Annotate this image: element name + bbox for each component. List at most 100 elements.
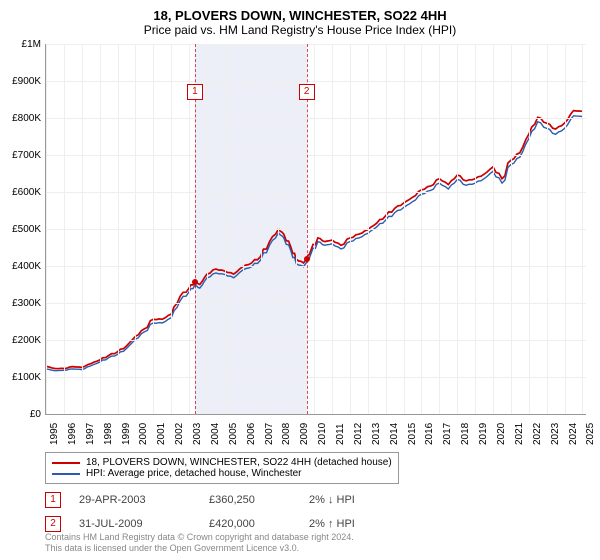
y-axis-label: £300K [1, 298, 41, 309]
gridline-v [368, 44, 369, 414]
gridline-v [171, 44, 172, 414]
chart-subtitle: Price paid vs. HM Land Registry's House … [0, 23, 600, 43]
gridline-h [46, 44, 586, 45]
x-axis-label: 2024 [568, 423, 579, 445]
gridline-v [135, 44, 136, 414]
marker-dot [304, 256, 310, 262]
legend-area: 18, PLOVERS DOWN, WINCHESTER, SO22 4HH (… [45, 452, 585, 532]
x-axis-label: 2015 [407, 423, 418, 445]
legend-swatch [52, 462, 80, 464]
x-axis-label: 2000 [138, 423, 149, 445]
x-axis-label: 2018 [460, 423, 471, 445]
y-axis-label: £400K [1, 261, 41, 272]
sale-price: £420,000 [209, 518, 309, 530]
gridline-h [46, 81, 586, 82]
x-axis-label: 2007 [264, 423, 275, 445]
gridline-h [46, 229, 586, 230]
gridline-v [404, 44, 405, 414]
y-axis-label: £700K [1, 150, 41, 161]
gridline-v [278, 44, 279, 414]
legend-label: 18, PLOVERS DOWN, WINCHESTER, SO22 4HH (… [86, 457, 392, 468]
sale-hpi: 2% ↑ HPI [309, 518, 409, 530]
x-axis-label: 2009 [299, 423, 310, 445]
y-axis-label: £100K [1, 372, 41, 383]
gridline-v [153, 44, 154, 414]
legend-item: HPI: Average price, detached house, Winc… [52, 468, 392, 479]
gridline-v [565, 44, 566, 414]
x-axis-label: 2008 [281, 423, 292, 445]
chart-title: 18, PLOVERS DOWN, WINCHESTER, SO22 4HH [0, 0, 600, 23]
marker-box: 2 [299, 84, 315, 100]
sale-date: 29-APR-2003 [79, 494, 209, 506]
gridline-v [493, 44, 494, 414]
x-axis-label: 2010 [317, 423, 328, 445]
gridline-v [225, 44, 226, 414]
sale-marker-box: 2 [45, 516, 61, 532]
legend-swatch [52, 473, 80, 475]
gridline-v [100, 44, 101, 414]
y-axis-label: £500K [1, 224, 41, 235]
x-axis-label: 2013 [371, 423, 382, 445]
gridline-v [64, 44, 65, 414]
x-axis-label: 2012 [353, 423, 364, 445]
x-axis-label: 2014 [389, 423, 400, 445]
x-axis-label: 2006 [246, 423, 257, 445]
sale-marker-box: 1 [45, 492, 61, 508]
x-axis-label: 2021 [514, 423, 525, 445]
gridline-v [261, 44, 262, 414]
gridline-h [46, 155, 586, 156]
x-axis-label: 2001 [156, 423, 167, 445]
gridline-v [475, 44, 476, 414]
sale-date: 31-JUL-2009 [79, 518, 209, 530]
gridline-v [421, 44, 422, 414]
x-axis-label: 1997 [85, 423, 96, 445]
gridline-h [46, 303, 586, 304]
x-axis-label: 1998 [103, 423, 114, 445]
gridline-h [46, 118, 586, 119]
gridline-h [46, 266, 586, 267]
gridline-v [386, 44, 387, 414]
gridline-v [582, 44, 583, 414]
y-axis-label: £1M [1, 39, 41, 50]
gridline-v [439, 44, 440, 414]
gridline-v [350, 44, 351, 414]
x-axis-label: 2017 [442, 423, 453, 445]
gridline-v [243, 44, 244, 414]
x-axis-label: 2022 [532, 423, 543, 445]
gridline-v [511, 44, 512, 414]
marker-dot [192, 279, 198, 285]
x-axis-label: 2019 [478, 423, 489, 445]
legend-label: HPI: Average price, detached house, Winc… [86, 468, 302, 479]
gridline-v [529, 44, 530, 414]
credit-line-2: This data is licensed under the Open Gov… [45, 543, 354, 555]
sale-price: £360,250 [209, 494, 309, 506]
gridline-h [46, 377, 586, 378]
gridline-v [46, 44, 47, 414]
y-axis-label: £200K [1, 335, 41, 346]
gridline-v [207, 44, 208, 414]
gridline-h [46, 192, 586, 193]
sale-row: 1 29-APR-2003£360,2502% ↓ HPI [45, 492, 585, 508]
chart-container: 18, PLOVERS DOWN, WINCHESTER, SO22 4HH P… [0, 0, 600, 560]
y-axis-label: £900K [1, 76, 41, 87]
x-axis-label: 2020 [496, 423, 507, 445]
x-axis-label: 2025 [585, 423, 596, 445]
x-axis-label: 2011 [335, 423, 346, 445]
gridline-v [547, 44, 548, 414]
x-axis-label: 1996 [67, 423, 78, 445]
credit-text: Contains HM Land Registry data © Crown c… [45, 532, 354, 555]
marker-box: 1 [187, 84, 203, 100]
gridline-v [332, 44, 333, 414]
x-axis-label: 1995 [49, 423, 60, 445]
gridline-v [457, 44, 458, 414]
gridline-v [118, 44, 119, 414]
y-axis-label: £0 [1, 409, 41, 420]
legend-item: 18, PLOVERS DOWN, WINCHESTER, SO22 4HH (… [52, 457, 392, 468]
gridline-h [46, 340, 586, 341]
y-axis-label: £600K [1, 187, 41, 198]
gridline-v [82, 44, 83, 414]
gridline-v [296, 44, 297, 414]
x-axis-label: 2003 [192, 423, 203, 445]
sale-hpi: 2% ↓ HPI [309, 494, 409, 506]
x-axis-label: 2005 [228, 423, 239, 445]
